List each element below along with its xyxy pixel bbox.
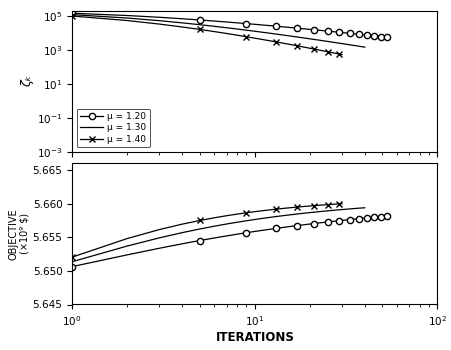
- μ = 1.30: [328, 40, 333, 44]
- μ = 1.30: [273, 32, 278, 36]
- μ = 1.40: [294, 44, 299, 48]
- μ = 1.30: [156, 19, 162, 23]
- μ = 1.40: [197, 27, 202, 32]
- μ = 1.30: [284, 34, 290, 38]
- μ = 1.30: [351, 43, 357, 48]
- μ = 1.30: [69, 13, 75, 17]
- μ = 1.40: [179, 25, 185, 29]
- Line: μ = 1.20: μ = 1.20: [69, 10, 393, 41]
- μ = 1.20: [260, 23, 265, 27]
- μ = 1.30: [342, 42, 347, 46]
- μ = 1.20: [311, 28, 316, 32]
- μ = 1.30: [244, 28, 249, 32]
- Line: μ = 1.40: μ = 1.40: [69, 13, 345, 58]
- μ = 1.40: [252, 36, 258, 40]
- μ = 1.30: [260, 30, 265, 34]
- μ = 1.40: [124, 19, 130, 23]
- μ = 1.30: [318, 38, 323, 42]
- μ = 1.30: [325, 39, 330, 43]
- μ = 1.30: [339, 42, 345, 46]
- μ = 1.40: [331, 51, 336, 55]
- μ = 1.30: [311, 37, 316, 41]
- μ = 1.40: [224, 32, 229, 36]
- μ = 1.30: [197, 23, 202, 27]
- μ = 1.30: [347, 43, 352, 47]
- μ = 1.40: [315, 48, 320, 52]
- μ = 1.40: [325, 50, 330, 54]
- μ = 1.40: [267, 38, 272, 43]
- μ = 1.30: [212, 24, 217, 28]
- μ = 1.40: [303, 46, 308, 50]
- μ = 1.40: [279, 41, 284, 45]
- μ = 1.20: [224, 20, 229, 24]
- μ = 1.30: [179, 21, 185, 25]
- μ = 1.30: [356, 44, 361, 48]
- μ = 1.30: [334, 41, 339, 45]
- μ = 1.20: [378, 35, 384, 39]
- μ = 1.40: [339, 52, 345, 57]
- μ = 1.20: [69, 11, 75, 15]
- μ = 1.40: [284, 42, 290, 46]
- μ = 1.40: [318, 48, 323, 52]
- Legend: μ = 1.20, μ = 1.30, μ = 1.40: μ = 1.20, μ = 1.30, μ = 1.40: [77, 108, 150, 147]
- μ = 1.40: [334, 51, 339, 56]
- μ = 1.30: [267, 31, 272, 35]
- μ = 1.30: [252, 29, 258, 33]
- μ = 1.30: [303, 36, 308, 40]
- μ = 1.20: [387, 35, 393, 40]
- μ = 1.30: [322, 39, 327, 43]
- μ = 1.40: [299, 44, 304, 49]
- Y-axis label: OBJECTIVE
(×10⁹ $): OBJECTIVE (×10⁹ $): [8, 208, 30, 260]
- μ = 1.40: [260, 37, 265, 42]
- μ = 1.40: [273, 40, 278, 44]
- μ = 1.30: [354, 44, 359, 48]
- μ = 1.30: [294, 35, 299, 39]
- μ = 1.30: [299, 35, 304, 40]
- μ = 1.30: [235, 27, 240, 31]
- μ = 1.40: [244, 35, 249, 39]
- μ = 1.30: [336, 41, 342, 45]
- X-axis label: ITERATIONS: ITERATIONS: [216, 331, 294, 344]
- μ = 1.40: [328, 50, 333, 55]
- μ = 1.30: [362, 45, 368, 49]
- μ = 1.40: [307, 46, 313, 50]
- μ = 1.20: [279, 25, 284, 29]
- μ = 1.40: [69, 14, 75, 18]
- μ = 1.30: [315, 38, 320, 42]
- μ = 1.30: [331, 40, 336, 44]
- μ = 1.40: [156, 22, 162, 26]
- μ = 1.30: [224, 26, 229, 30]
- μ = 1.30: [345, 42, 350, 47]
- μ = 1.30: [307, 37, 313, 41]
- μ = 1.30: [358, 44, 364, 49]
- μ = 1.20: [386, 35, 391, 40]
- μ = 1.40: [322, 49, 327, 53]
- μ = 1.30: [349, 43, 354, 47]
- μ = 1.40: [290, 43, 295, 47]
- Y-axis label: ζₖ: ζₖ: [21, 75, 34, 87]
- μ = 1.30: [279, 33, 284, 37]
- μ = 1.30: [290, 34, 295, 38]
- μ = 1.30: [360, 45, 365, 49]
- μ = 1.40: [311, 47, 316, 51]
- μ = 1.40: [212, 29, 217, 34]
- μ = 1.40: [235, 33, 240, 37]
- μ = 1.40: [336, 52, 342, 56]
- μ = 1.30: [124, 16, 130, 20]
- Line: μ = 1.30: μ = 1.30: [72, 15, 365, 47]
